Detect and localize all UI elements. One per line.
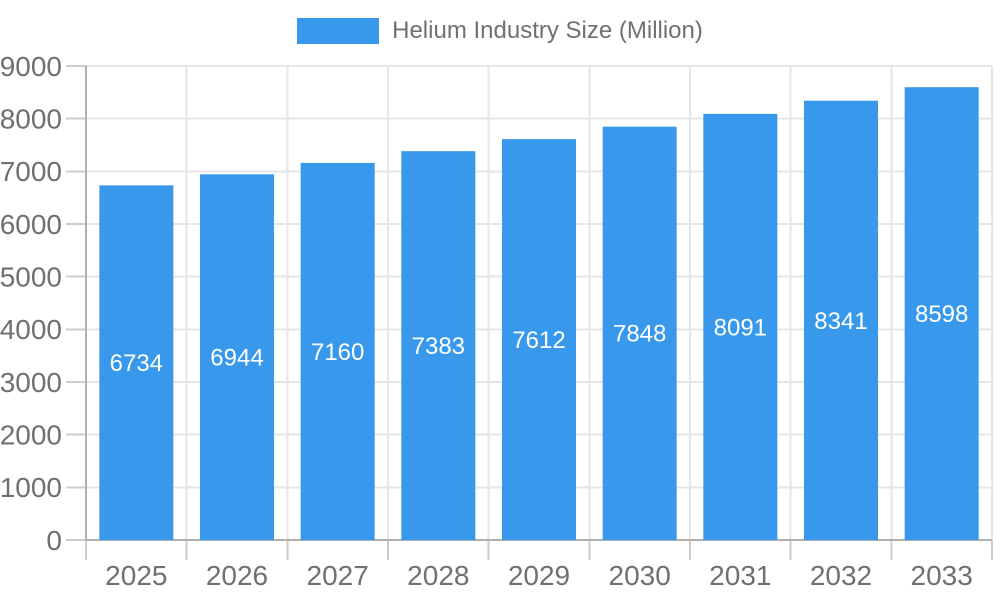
bar-value-label: 7612	[512, 327, 565, 354]
y-axis-label: 5000	[0, 261, 62, 292]
y-axis-label: 6000	[0, 209, 62, 240]
y-axis-label: 3000	[0, 367, 62, 398]
bar[interactable]	[602, 126, 677, 540]
y-axis-label: 1000	[0, 472, 62, 503]
bar[interactable]	[99, 185, 174, 541]
legend-swatch	[297, 18, 380, 44]
bar[interactable]	[904, 87, 979, 540]
x-axis-label: 2030	[609, 560, 671, 591]
legend-label: Helium Industry Size (Million)	[392, 17, 703, 44]
x-axis-label: 2031	[709, 560, 771, 591]
y-axis-label: 7000	[0, 156, 62, 187]
bar[interactable]	[502, 139, 576, 541]
y-axis-label: 9000	[0, 51, 62, 82]
x-axis-label: 2032	[810, 560, 872, 591]
x-axis-label: 2026	[206, 560, 268, 591]
x-axis-label: 2033	[911, 560, 973, 591]
bar-value-label: 8341	[814, 308, 867, 335]
x-axis-label: 2028	[407, 560, 469, 591]
legend-item[interactable]: Helium Industry Size (Million)	[297, 17, 703, 45]
chart-legend: Helium Industry Size (Million)	[0, 17, 1000, 45]
bar[interactable]	[703, 113, 778, 541]
bar-value-label: 8598	[915, 301, 968, 328]
x-axis-label: 2025	[105, 560, 167, 591]
bar[interactable]	[300, 162, 375, 540]
y-axis-label: 4000	[0, 314, 62, 345]
bar[interactable]	[804, 100, 878, 540]
bar-value-label: 6944	[210, 345, 263, 372]
bar[interactable]	[200, 174, 274, 541]
bar-value-label: 8091	[714, 314, 767, 341]
bar-value-label: 6734	[110, 350, 163, 377]
x-axis-label: 2029	[508, 560, 570, 591]
y-axis-label: 8000	[0, 103, 62, 134]
bar-value-label: 7160	[311, 339, 364, 366]
y-axis-label: 2000	[0, 419, 62, 450]
x-axis-label: 2027	[307, 560, 369, 591]
bar-value-label: 7383	[412, 333, 465, 360]
bar[interactable]	[401, 151, 476, 541]
y-axis-label: 0	[46, 525, 62, 556]
bar-value-label: 7848	[613, 321, 666, 348]
